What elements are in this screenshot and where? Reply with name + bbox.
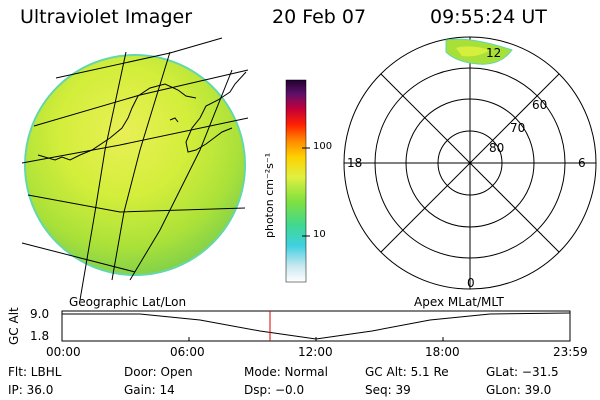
altitude-ytick-1-8: 1.8 [30,329,50,343]
projection-label-right: Apex MLat/MLT [414,295,504,309]
altitude-xtick-0600: 06:00 [170,345,205,359]
polar-lat-80: 80 [489,141,505,155]
info-seq: Seq: 39 [365,383,411,397]
info-door: Door: Open [124,365,193,379]
colorbar-unit-label: photon cm⁻²s⁻¹ [263,152,276,238]
altitude-xtick-1200: 12:00 [298,345,333,359]
altitude-xtick-1800: 18:00 [425,345,460,359]
info-gain: Gain: 14 [124,383,175,397]
altitude-ytick-9: 9.0 [30,307,50,321]
altitude-ylabel: GC Alt [7,307,21,345]
coastline [37,71,247,161]
polar-mlt-18: 18 [347,156,363,170]
info-gc-alt: GC Alt: 5.1 Re [365,365,449,379]
image-noise-texture [25,55,245,275]
date-label: 20 Feb 07 [272,6,367,28]
altitude-xtick-2359: 23:59 [553,345,588,359]
instrument-title: Ultraviolet Imager [20,6,193,28]
uv-image-geographic [24,54,246,276]
polar-mlt-12: 12 [486,46,502,60]
projection-label-left: Geographic Lat/Lon [69,295,187,309]
colorbar-tick-100: 100 [313,141,333,152]
info-flt: Flt: LBHL [8,365,62,379]
info-glon: GLon: 39.0 [486,383,552,397]
info-glat: GLat: −31.5 [486,365,559,379]
altitude-plot [61,310,571,342]
time-label: 09:55:24 UT [430,6,547,28]
polar-lat-60: 60 [532,98,548,112]
polar-grid [343,36,597,290]
info-mode: Mode: Normal [244,365,328,379]
colorbar-tick-10: 10 [313,229,326,240]
polar-mlt-6: 6 [578,156,586,170]
info-dsp: Dsp: −0.0 [244,383,305,397]
geographic-grid [21,37,249,301]
polar-mlt-0: 0 [467,276,475,290]
info-ip: IP: 36.0 [8,383,54,397]
polar-lat-70: 70 [510,121,526,135]
polar-emission-patch [445,38,513,65]
altitude-xtick-0000: 00:00 [46,345,81,359]
colorbar [285,79,310,283]
